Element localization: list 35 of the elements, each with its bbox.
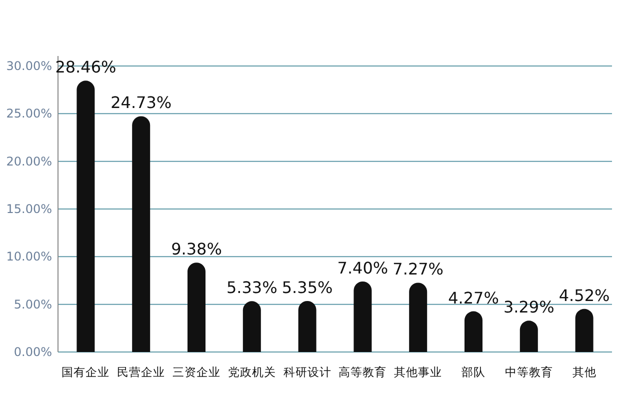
data-label: 24.73%: [110, 93, 172, 112]
y-tick-label: 25.00%: [6, 106, 52, 121]
x-tick-label: 高等教育: [338, 365, 387, 379]
x-tick-label: 中等教育: [504, 365, 553, 379]
bar: [409, 282, 428, 352]
bar: [188, 262, 206, 352]
y-tick-label: 20.00%: [6, 154, 52, 168]
x-tick-label: 其他事业: [394, 365, 442, 379]
y-tick-label: 5.00%: [14, 297, 52, 312]
x-tick-label: 国有企业: [62, 365, 110, 379]
data-label: 9.38%: [171, 240, 222, 259]
bar: [575, 308, 594, 352]
bar: [242, 301, 261, 352]
data-label: 5.33%: [226, 278, 278, 298]
data-label: 7.27%: [392, 260, 444, 279]
data-label: 7.40%: [337, 258, 388, 278]
y-tick-label: 10.00%: [6, 250, 52, 264]
y-tick-label: 0.00%: [14, 345, 52, 359]
x-tick-label: 党政机关: [228, 365, 276, 379]
y-tick-label: 15.00%: [6, 202, 52, 216]
bar: [354, 281, 372, 352]
bar: [76, 80, 95, 352]
data-label: 4.52%: [558, 286, 610, 305]
y-tick-label: 30.00%: [6, 59, 52, 73]
bar: [132, 116, 150, 352]
x-tick-label: 三资企业: [172, 365, 220, 379]
bar: [298, 301, 316, 352]
x-tick-label: 科研设计: [283, 365, 332, 379]
x-tick-label: 其他: [572, 365, 596, 379]
data-label: 4.27%: [448, 288, 499, 308]
bar: [520, 320, 538, 352]
x-tick-label: 民营企业: [117, 365, 166, 379]
bar: [464, 311, 482, 352]
x-tick-label: 部队: [462, 365, 486, 379]
data-label: 5.35%: [282, 278, 333, 297]
